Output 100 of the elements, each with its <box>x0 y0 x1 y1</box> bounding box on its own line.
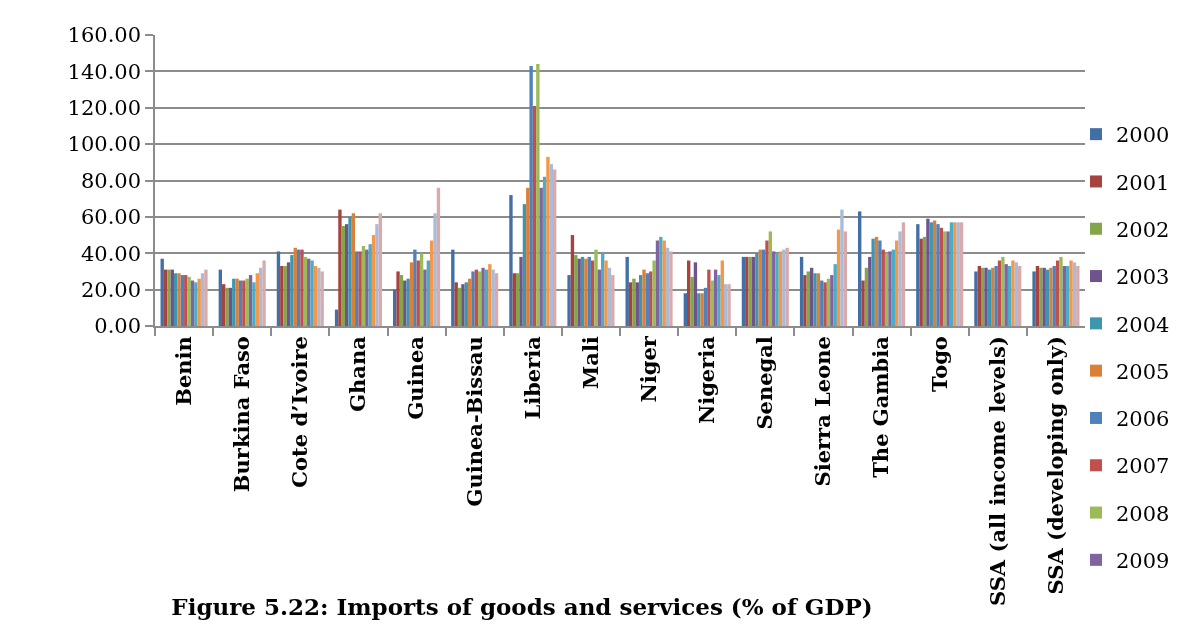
bar <box>494 273 499 326</box>
legend-label: 2004 <box>1116 312 1170 337</box>
y-tick-label: 40.00 <box>80 241 142 266</box>
bar <box>878 240 882 326</box>
bar <box>755 253 759 326</box>
bar <box>365 249 369 326</box>
legend-label: 2000 <box>1116 123 1170 148</box>
x-tick-label: Nigeria <box>694 335 720 425</box>
bar <box>635 282 639 326</box>
bar <box>255 273 259 326</box>
bar <box>419 253 424 326</box>
bar <box>632 278 636 326</box>
bar <box>567 275 571 326</box>
legend-label: 2003 <box>1116 265 1170 290</box>
bar <box>276 251 281 326</box>
bar <box>858 211 862 326</box>
bar <box>300 249 304 326</box>
bar <box>778 251 783 326</box>
bar <box>830 275 834 326</box>
x-tick-label: Mali <box>577 336 603 389</box>
bar <box>884 253 889 326</box>
legend-label: 2005 <box>1116 359 1170 384</box>
bar <box>929 222 933 326</box>
bar <box>803 275 807 326</box>
x-tick-label: Togo <box>926 336 952 393</box>
bar <box>974 271 978 326</box>
bar <box>816 273 821 326</box>
bar <box>861 280 865 326</box>
bar <box>717 275 721 326</box>
bar <box>1032 271 1036 326</box>
bar <box>652 260 656 326</box>
bar <box>519 256 523 326</box>
x-tick-label: Burkina Faso <box>229 336 255 493</box>
bar <box>901 222 906 326</box>
bar <box>320 271 324 326</box>
bar <box>659 236 663 326</box>
x-tick-label: Niger <box>635 335 661 403</box>
legend-label: 2009 <box>1116 549 1170 574</box>
x-tick-label: Guinea <box>403 335 429 420</box>
y-tick-label: 80.00 <box>80 168 142 193</box>
bar <box>413 249 417 326</box>
bar <box>200 273 205 326</box>
y-tick-label: 160.00 <box>67 23 142 48</box>
bar <box>898 231 902 326</box>
bar <box>604 260 608 326</box>
bar <box>768 231 773 326</box>
text: Figure 5.22: Imports of goods and services (% of GDP) <box>171 592 873 620</box>
legend-label: 2002 <box>1116 217 1170 242</box>
x-tick-label: Liberia <box>519 335 545 420</box>
bar <box>509 195 513 326</box>
bar <box>813 273 817 326</box>
bar <box>936 224 940 326</box>
bar <box>693 262 698 326</box>
x-tick-label: Sierra Leone <box>810 336 836 487</box>
bar <box>843 231 847 326</box>
bar <box>396 271 400 326</box>
bar <box>204 269 208 326</box>
bar <box>488 264 492 326</box>
bar <box>765 240 769 326</box>
bar <box>1059 256 1063 326</box>
y-tick-label: 60.00 <box>80 205 142 230</box>
y-tick-label: 140.00 <box>67 59 142 84</box>
x-tick-label: SSA (all income levels) <box>984 336 1010 607</box>
bar <box>707 269 711 326</box>
bar <box>871 238 875 326</box>
bar <box>916 224 920 326</box>
bar <box>286 262 291 326</box>
x-tick-label: Cote d’Ivoire <box>287 336 313 488</box>
bar <box>529 65 533 326</box>
x-tick-label: The Gambia <box>868 335 894 478</box>
bar <box>481 267 485 326</box>
bar <box>1001 256 1005 326</box>
bar <box>262 260 266 326</box>
x-tick-label: Senegal <box>752 336 778 430</box>
bar <box>683 293 688 326</box>
y-tick-label: 0.00 <box>94 314 142 339</box>
bar <box>840 209 844 326</box>
legend-label: 2008 <box>1116 501 1170 526</box>
legend-label: 2007 <box>1116 454 1170 479</box>
bar <box>594 249 598 326</box>
bar <box>628 282 633 326</box>
bar <box>949 222 954 326</box>
bar <box>806 271 810 326</box>
bar <box>516 273 520 326</box>
x-tick-label: Benin <box>170 336 196 406</box>
bar <box>645 273 650 326</box>
bar <box>471 271 475 326</box>
x-tick-label: Guinea-Bissau <box>461 336 487 507</box>
bar <box>348 216 352 326</box>
bar <box>252 282 256 326</box>
bar <box>959 222 964 326</box>
y-tick-label: 120.00 <box>67 96 142 121</box>
bar <box>642 269 646 326</box>
legend-label: 2001 <box>1116 170 1170 195</box>
bar <box>423 269 427 326</box>
x-tick-label: Ghana <box>345 335 371 412</box>
bar <box>926 218 930 326</box>
bar <box>177 273 181 326</box>
y-tick-label: 100.00 <box>67 132 142 157</box>
bar <box>433 213 437 326</box>
